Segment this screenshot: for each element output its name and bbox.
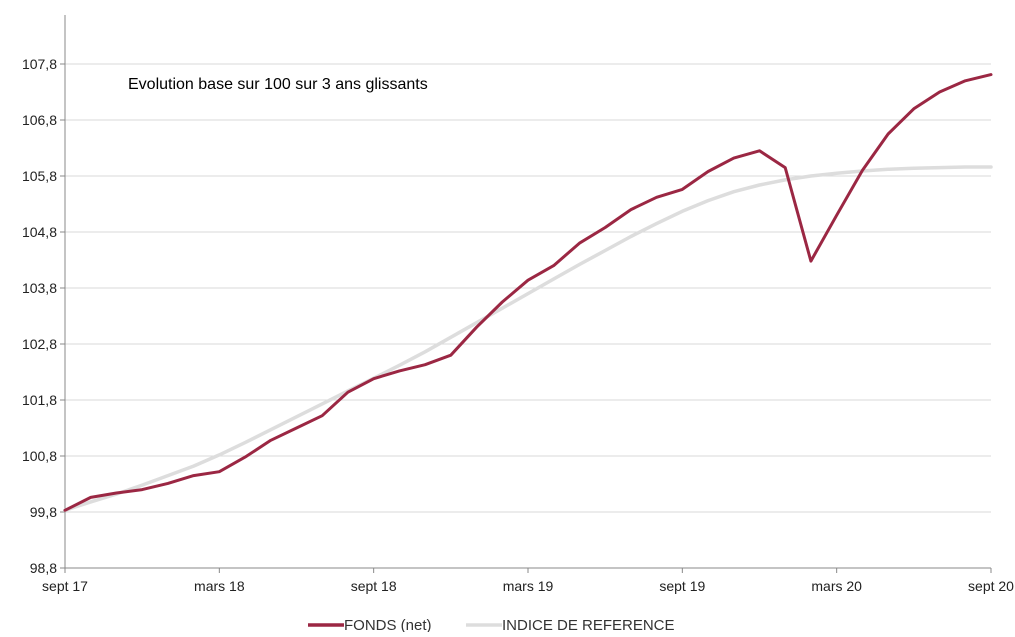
y-tick-label: 105,8 <box>22 168 57 184</box>
x-tick-label: mars 19 <box>503 578 554 594</box>
y-tick-label: 103,8 <box>22 280 57 296</box>
y-tick-label: 102,8 <box>22 336 57 352</box>
x-tick-label: sept 17 <box>42 578 88 594</box>
legend-label: INDICE DE REFERENCE <box>502 617 675 632</box>
y-tick-label: 99,8 <box>30 504 57 520</box>
series-line-fonds <box>63 73 993 512</box>
x-tick-label: mars 18 <box>194 578 245 594</box>
gridlines <box>65 63 991 569</box>
legend-item-fonds: FONDS (net) <box>308 617 432 634</box>
series-line-indice <box>63 165 993 513</box>
y-tick-label: 104,8 <box>22 224 57 240</box>
legend-item-indice: INDICE DE REFERENCE <box>466 617 675 634</box>
series-lines <box>63 73 993 513</box>
legend-label: FONDS (net) <box>344 617 432 632</box>
y-tick-label: 101,8 <box>22 392 57 408</box>
axes: 98,8 99,8 100,8 101,8 102,8 103,8 104,8 105,8 10… <box>22 15 1014 594</box>
y-tick-label: 100,8 <box>22 448 57 464</box>
x-tick-label: sept 19 <box>659 578 705 594</box>
chart-title: Evolution base sur 100 sur 3 ans glissan… <box>128 76 428 93</box>
x-tick-label: mars 20 <box>811 578 862 594</box>
x-tick-label: sept 20 <box>968 578 1014 594</box>
x-tick-label: sept 18 <box>351 578 397 594</box>
y-tick-label: 98,8 <box>30 560 57 576</box>
y-tick-label: 107,8 <box>22 56 57 72</box>
y-tick-label: 106,8 <box>22 112 57 128</box>
legend: FONDS (net) INDICE DE REFERENCE <box>308 617 675 634</box>
